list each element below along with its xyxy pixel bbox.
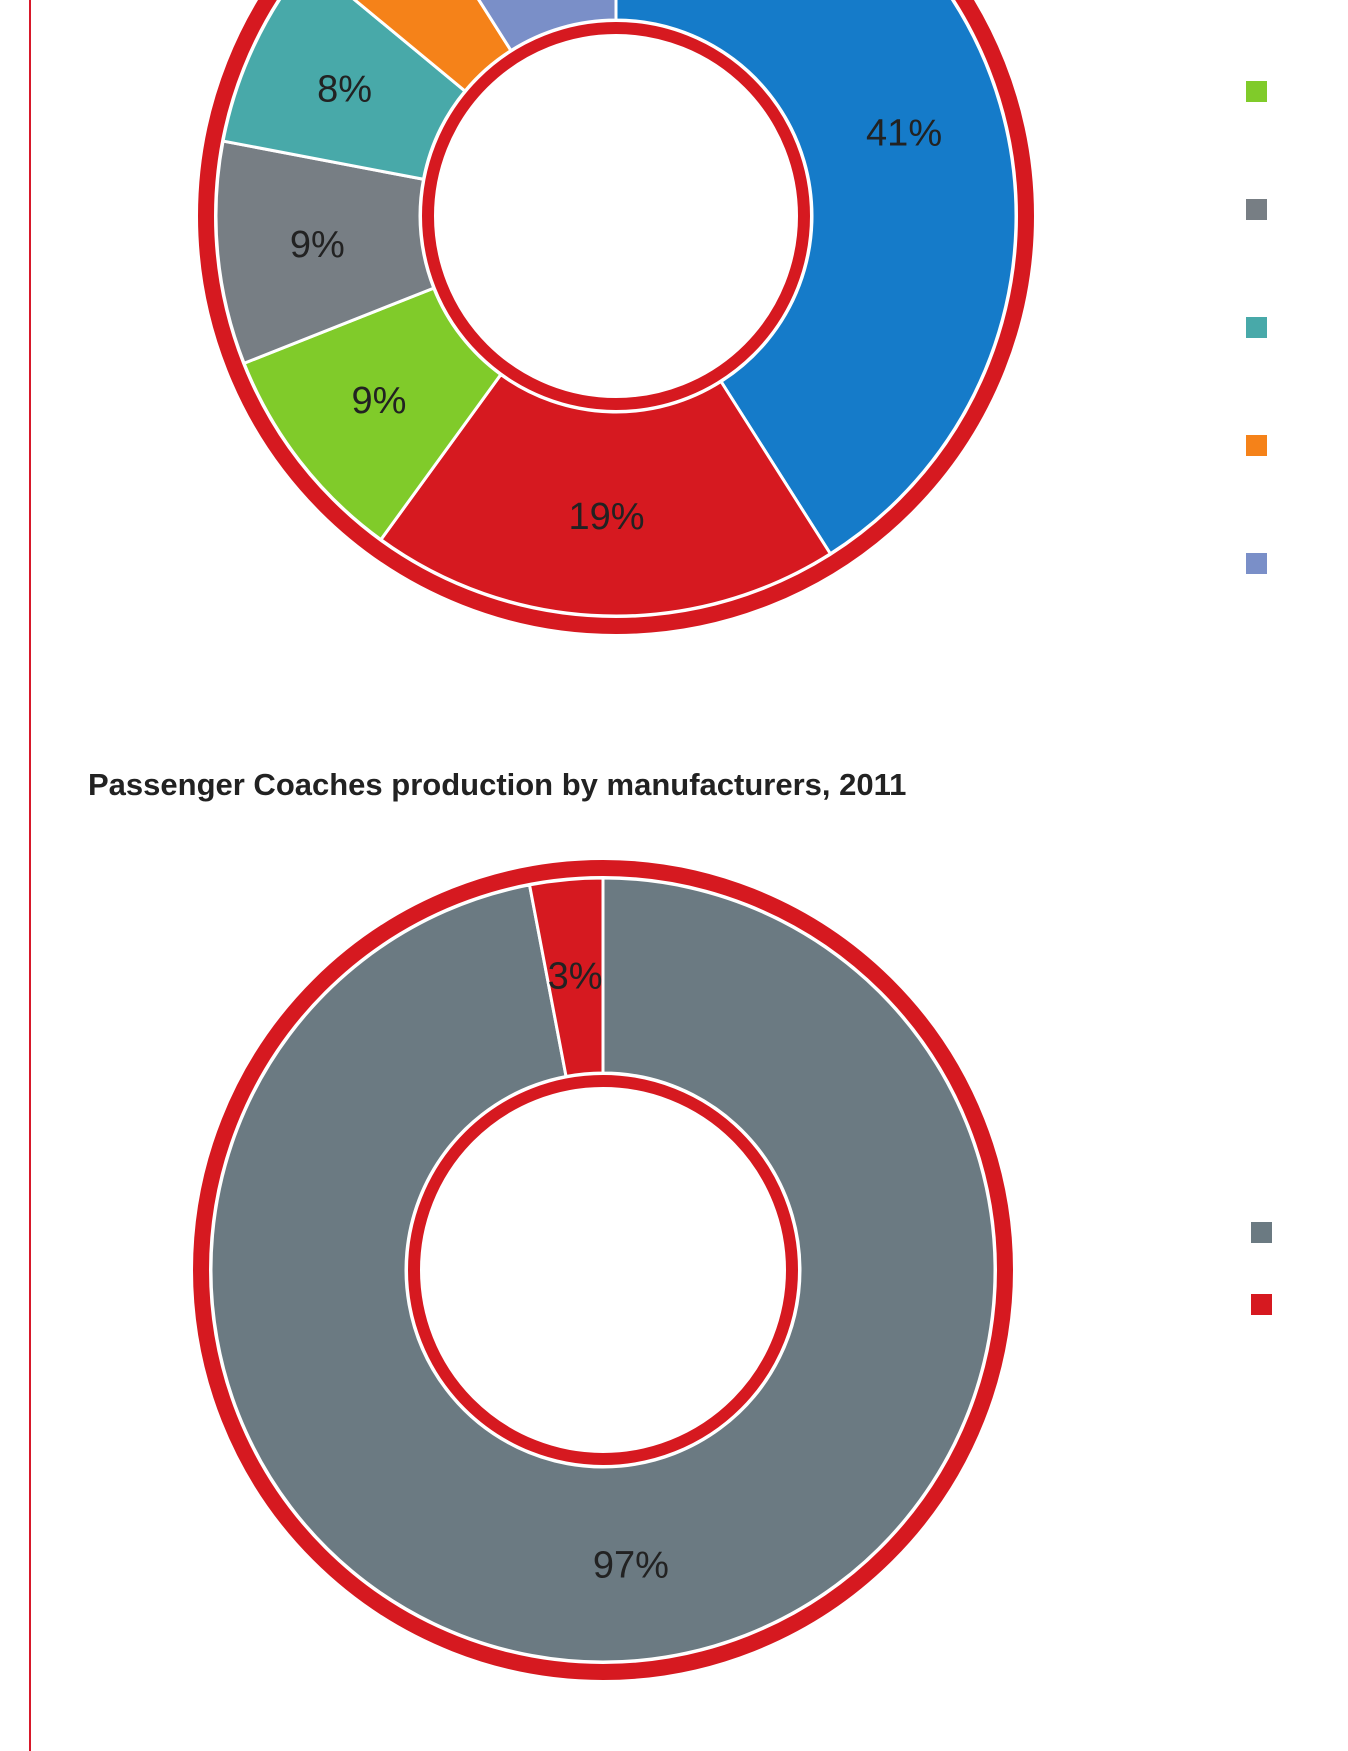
inner-ring	[422, 22, 810, 410]
donut-chart-0: 41% 19% 9% 9% 8%	[198, 0, 1034, 634]
legend-swatch	[1246, 317, 1267, 338]
slice-label: 3%	[548, 955, 603, 997]
slice-label: 19%	[569, 496, 645, 538]
outer-ring	[193, 860, 1013, 1680]
legend-swatch	[1246, 435, 1267, 456]
slice-label: 8%	[317, 68, 372, 110]
outer-ring	[198, 0, 1034, 634]
slice-label: 9%	[351, 380, 406, 422]
left-margin-rule	[29, 0, 31, 1751]
slice-label: 97%	[593, 1545, 669, 1587]
chart-title-passenger-coaches: Passenger Coaches production by manufact…	[88, 767, 907, 802]
legend-swatch	[1246, 199, 1267, 220]
slice-label: 9%	[290, 224, 345, 266]
legend-swatch	[1246, 553, 1267, 574]
legend-swatch	[1251, 1222, 1272, 1243]
legend-swatch	[1246, 81, 1267, 102]
inner-ring	[408, 1075, 798, 1465]
donut-chart-1: 97% 3%	[193, 860, 1013, 1680]
slice-label: 41%	[866, 112, 942, 154]
legend-swatch	[1251, 1294, 1272, 1315]
